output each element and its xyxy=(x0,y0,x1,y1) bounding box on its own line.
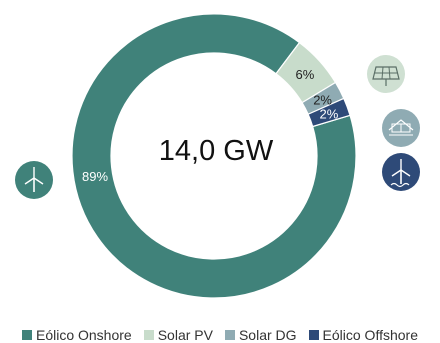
offshore-wind-icon xyxy=(382,153,420,191)
legend-label: Solar PV xyxy=(157,327,213,343)
legend-item-eolico-onshore: Eólico Onshore xyxy=(21,327,132,343)
slice-eolico-offshore xyxy=(307,97,351,128)
legend-label: Solar DG xyxy=(238,327,297,343)
legend-swatch xyxy=(308,330,319,340)
legend-item-solar-dg: Solar DG xyxy=(224,327,297,343)
legend-label: Eólico Offshore xyxy=(322,327,418,343)
slice-label-solar-dg: 2% xyxy=(313,92,332,107)
legend-swatch xyxy=(224,330,235,340)
solar-panel-icon xyxy=(367,55,405,93)
legend-label: Eólico Onshore xyxy=(35,327,132,343)
center-total-label: 14,0 GW xyxy=(159,135,274,167)
legend-swatch xyxy=(143,330,154,340)
legend-swatch xyxy=(21,330,32,340)
rooftop-solar-icon xyxy=(382,109,420,147)
slice-eolico-onshore xyxy=(71,13,357,299)
legend-item-eolico-offshore: Eólico Offshore xyxy=(308,327,418,343)
slice-label-eolico-offshore: 2% xyxy=(320,107,339,122)
wind-turbine-icon xyxy=(15,161,53,199)
slice-label-solar-pv: 6% xyxy=(296,67,315,82)
legend-item-solar-pv: Solar PV xyxy=(143,327,213,343)
chart-legend: Eólico Onshore Solar PV Solar DG Eólico Off… xyxy=(0,327,440,343)
slice-label-eolico-onshore: 89% xyxy=(82,169,108,184)
